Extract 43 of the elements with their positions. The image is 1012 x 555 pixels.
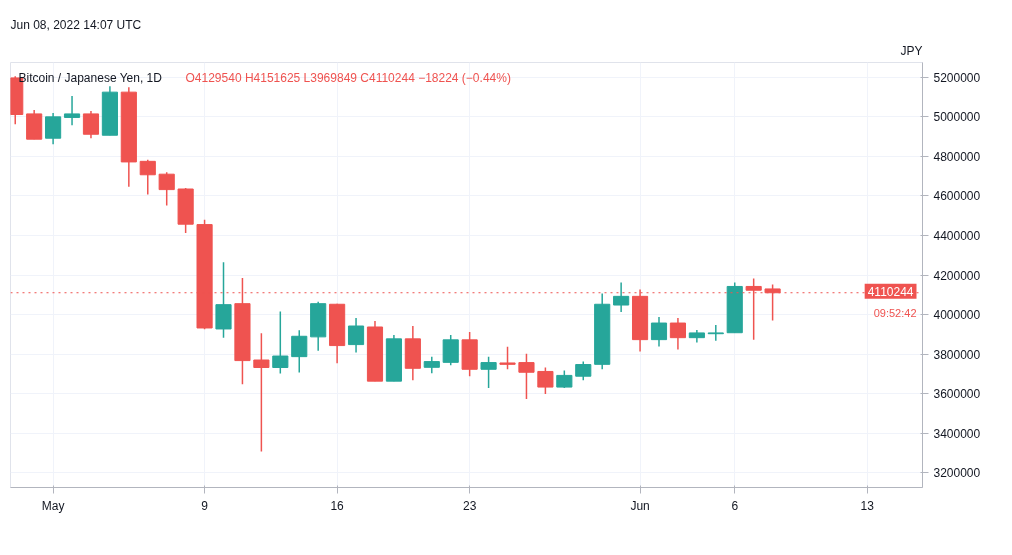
y-tick-label: 3800000 <box>933 347 981 362</box>
ref-line-label: 4110244 <box>867 284 914 299</box>
y-tick-label: 4400000 <box>933 228 981 243</box>
candlestick <box>707 324 724 342</box>
y-tick-label: 5200000 <box>933 70 981 85</box>
candlestick <box>442 334 459 367</box>
x-tick-label: 9 <box>201 498 209 513</box>
candlestick <box>499 346 516 371</box>
candlestick <box>518 352 535 400</box>
x-tick-label: 13 <box>860 498 875 513</box>
y-tick-label: 4200000 <box>933 268 981 283</box>
candlestick <box>575 360 592 381</box>
x-tick-label: Jun <box>630 498 650 513</box>
x-tick-label: May <box>41 498 65 513</box>
y-axis-title: JPY <box>900 43 923 58</box>
candlestick <box>480 355 497 389</box>
candlestick <box>63 95 81 127</box>
text: Jun 08, 2022 14:07 UTC <box>10 17 142 32</box>
candlestick <box>272 310 289 375</box>
candlestick <box>45 112 62 145</box>
y-tick-label: 4600000 <box>933 189 981 204</box>
candlestick <box>158 171 175 207</box>
x-tick-label: 16 <box>330 498 345 513</box>
y-tick-label: 3400000 <box>933 426 981 441</box>
candlestick <box>650 316 668 348</box>
candlestick <box>669 317 687 351</box>
y-tick-label: 4800000 <box>933 149 981 164</box>
candlestick <box>139 159 156 196</box>
x-tick-label: 6 <box>731 498 739 513</box>
y-tick-label: 3200000 <box>933 466 981 481</box>
y-tick-label: 5000000 <box>933 110 981 125</box>
annotation: O4129540 H4151625 L3969849 C4110244 −18224 (−0.44%) <box>185 70 511 85</box>
candlestick <box>82 110 100 139</box>
candlestick <box>537 366 554 395</box>
y-tick-label: 4000000 <box>933 308 981 323</box>
y-tick-label: 3600000 <box>933 387 981 402</box>
candlestick <box>291 329 308 374</box>
text: Bitcoin / Japanese Yen, 1D <box>18 70 163 85</box>
candlestick <box>253 332 270 453</box>
x-tick-label: 23 <box>462 498 477 513</box>
annotation: 09:52:42 <box>873 306 917 319</box>
candlestick <box>613 281 630 313</box>
candlestick <box>347 317 365 354</box>
